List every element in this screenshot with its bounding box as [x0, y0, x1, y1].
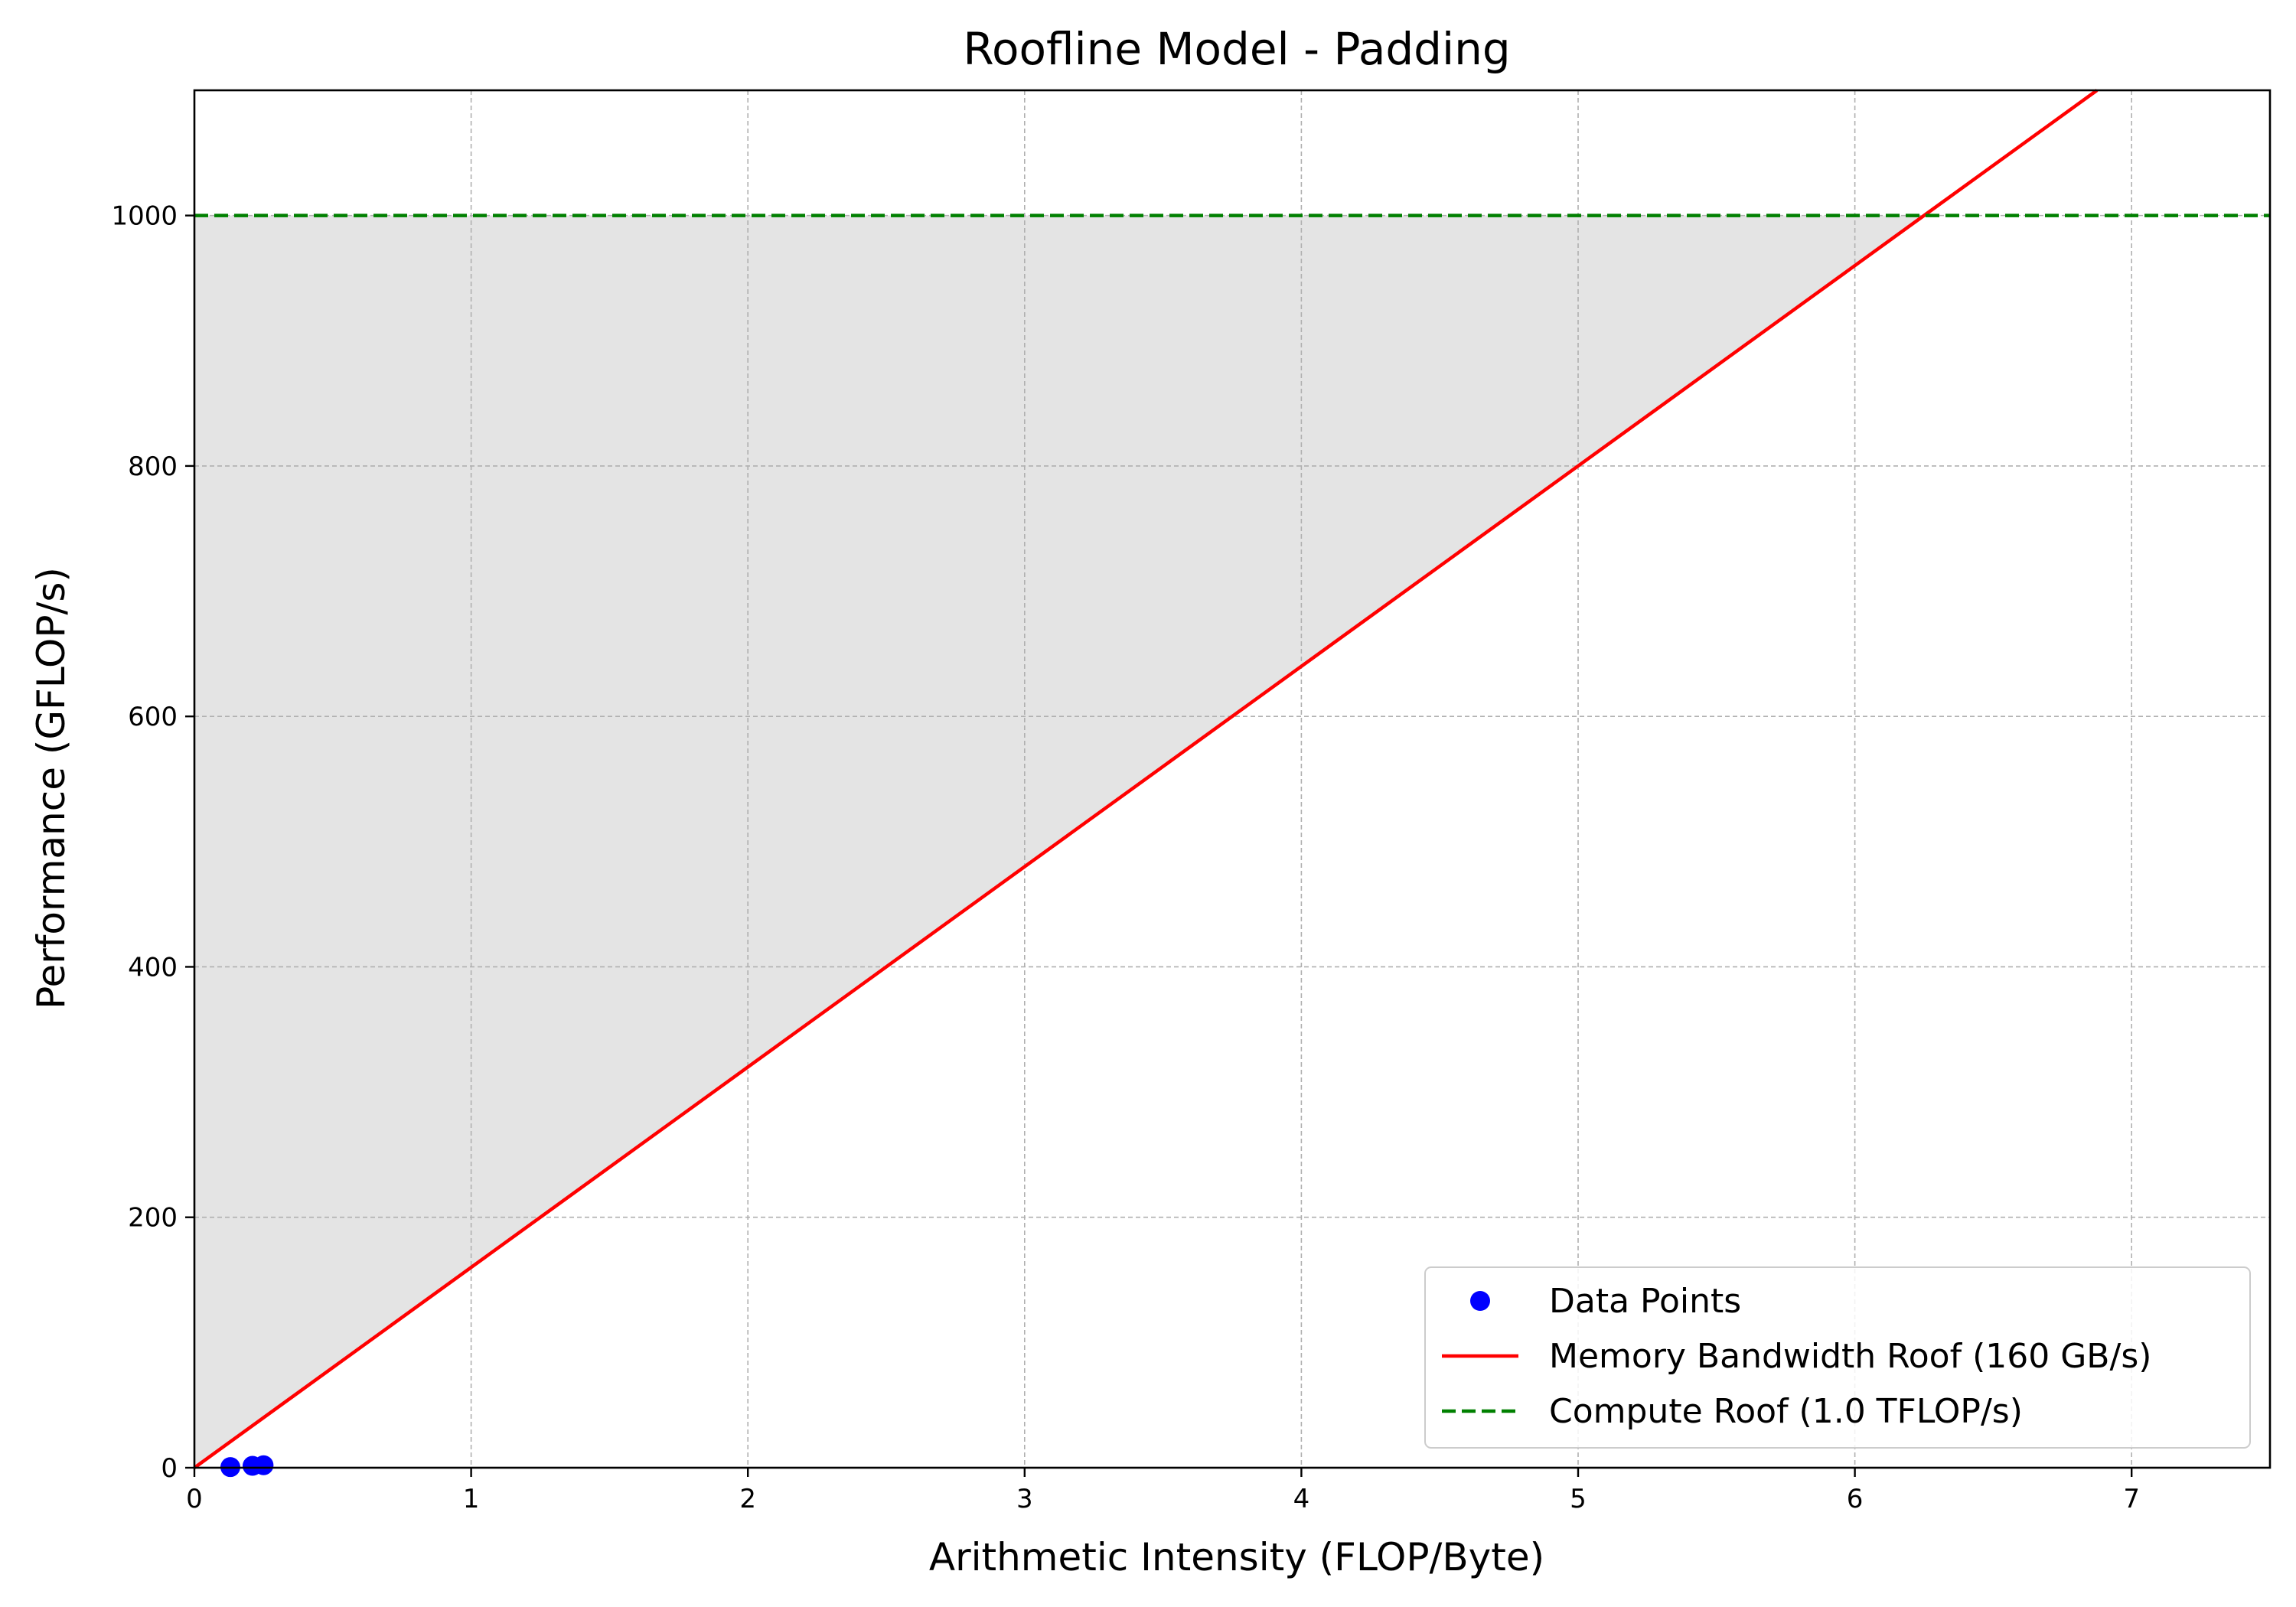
y-tick-label: 0 [161, 1453, 178, 1484]
legend-memory-roof-label: Memory Bandwidth Roof (160 GB/s) [1549, 1337, 2151, 1376]
data-point [253, 1455, 274, 1475]
chart-title: Roofline Model - Padding [963, 23, 1510, 75]
y-tick-label: 400 [128, 952, 178, 983]
x-tick-label: 0 [186, 1484, 203, 1514]
x-tick-label: 5 [1570, 1484, 1587, 1514]
x-tick-label: 7 [2123, 1484, 2140, 1514]
y-tick-label: 200 [128, 1203, 178, 1234]
y-axis-title: Performance (GFLOP/s) [29, 567, 73, 1009]
x-tick-label: 2 [739, 1484, 756, 1514]
plot-frame [193, 89, 2272, 1469]
x-axis-title: Arithmetic Intensity (FLOP/Byte) [929, 1535, 1544, 1579]
legend-compute-roof-label: Compute Roof (1.0 TFLOP/s) [1549, 1392, 2023, 1431]
x-tick-label: 4 [1293, 1484, 1310, 1514]
x-tick-label: 3 [1016, 1484, 1033, 1514]
x-tick-label: 6 [1847, 1484, 1864, 1514]
y-tick-label: 600 [128, 702, 178, 732]
y-tick-label: 800 [128, 451, 178, 482]
legend-data-points-label: Data Points [1549, 1282, 1741, 1321]
memory-bandwidth-roof-line [193, 89, 2099, 1469]
legend-box [1424, 1266, 2251, 1449]
x-tick-label: 1 [463, 1484, 480, 1514]
y-tick-label: 1000 [111, 201, 178, 232]
legend-data-points-marker [1470, 1291, 1490, 1311]
